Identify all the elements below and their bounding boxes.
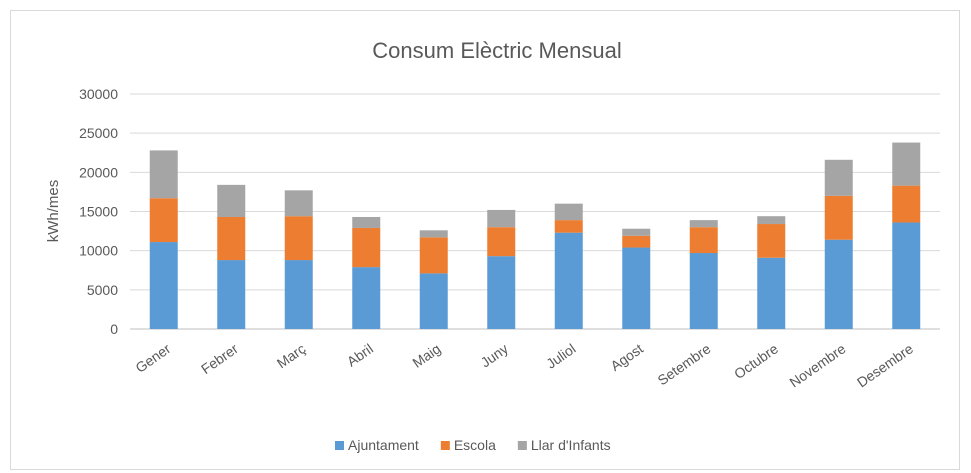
chart-title: Consum Elèctric Mensual	[372, 38, 621, 63]
bar-segment	[284, 260, 313, 329]
bar-segment	[217, 260, 246, 329]
x-tick-label: Setembre	[655, 340, 714, 388]
bar-segment	[352, 227, 381, 268]
bar-segment	[892, 222, 921, 329]
bar-segment	[689, 227, 718, 254]
bar-segment	[689, 253, 718, 329]
y-tick-labels: 0 5000 10000 15000 20000 25000 30000	[79, 86, 118, 337]
x-tick-label: Novembre	[786, 340, 848, 390]
legend-label: Llar d'Infants	[531, 437, 611, 453]
y-tick-label: 5000	[87, 282, 118, 298]
bar-segment	[689, 220, 718, 228]
y-axis-label: kWh/mes	[45, 180, 62, 243]
bar-segment	[419, 273, 448, 329]
x-tick-label: Maig	[409, 340, 443, 371]
bar-segment	[757, 216, 786, 225]
bar-segment	[284, 216, 313, 261]
bar-segment	[892, 142, 921, 186]
bar-segment	[487, 256, 516, 329]
bar-segment	[622, 247, 651, 329]
x-tick-label: Juny	[478, 340, 511, 370]
bar-segment	[824, 159, 853, 196]
y-tick-label: 30000	[79, 86, 118, 102]
bar-segment	[757, 224, 786, 258]
bar-segment	[149, 198, 178, 243]
legend-swatch	[440, 441, 450, 450]
x-tick-labels: Gener Febrer Març Abril Maig Juny Juliol Agost S…	[132, 340, 916, 390]
bar-segment	[757, 257, 786, 329]
bar-segment	[419, 237, 448, 274]
bar-segment	[149, 150, 178, 199]
bar-segment	[824, 239, 853, 329]
legend-label: Ajuntament	[348, 437, 419, 453]
x-tick-label: Febrer	[198, 340, 241, 377]
x-tick-label: Octubre	[731, 340, 781, 382]
bar-segment	[622, 235, 651, 248]
bar-segment	[487, 209, 516, 228]
legend-label: Escola	[454, 437, 496, 453]
bar-segment	[892, 185, 921, 223]
y-tick-label: 0	[110, 321, 118, 337]
y-tick-label: 15000	[79, 204, 118, 220]
bar-segment	[554, 203, 583, 221]
bars	[149, 142, 921, 329]
y-tick-label: 10000	[79, 243, 118, 259]
y-tick-label: 25000	[79, 125, 118, 141]
bar-segment	[554, 232, 583, 329]
x-tick-label: Gener	[132, 340, 173, 376]
bar-segment	[149, 242, 178, 329]
x-tick-label: Desembre	[854, 340, 916, 390]
legend-swatch	[517, 441, 527, 450]
bar-segment	[352, 216, 381, 228]
bar-segment	[352, 267, 381, 329]
legend-swatch	[335, 441, 344, 450]
y-tick-label: 20000	[79, 164, 118, 180]
gridlines	[130, 93, 940, 330]
bar-segment	[419, 230, 448, 238]
x-tick-label: Abril	[344, 340, 376, 369]
bar-segment	[554, 220, 583, 233]
bar-segment	[622, 228, 651, 236]
x-tick-label: Juliol	[543, 340, 578, 371]
x-tick-label: Agost	[607, 340, 646, 374]
x-tick-label: Març	[274, 340, 309, 371]
bar-segment	[217, 184, 246, 217]
bar-segment	[217, 216, 246, 261]
bar-segment	[284, 190, 313, 217]
legend: Ajuntament Escola Llar d'Infants	[335, 437, 611, 453]
bar-segment	[487, 227, 516, 257]
bar-segment	[824, 195, 853, 240]
